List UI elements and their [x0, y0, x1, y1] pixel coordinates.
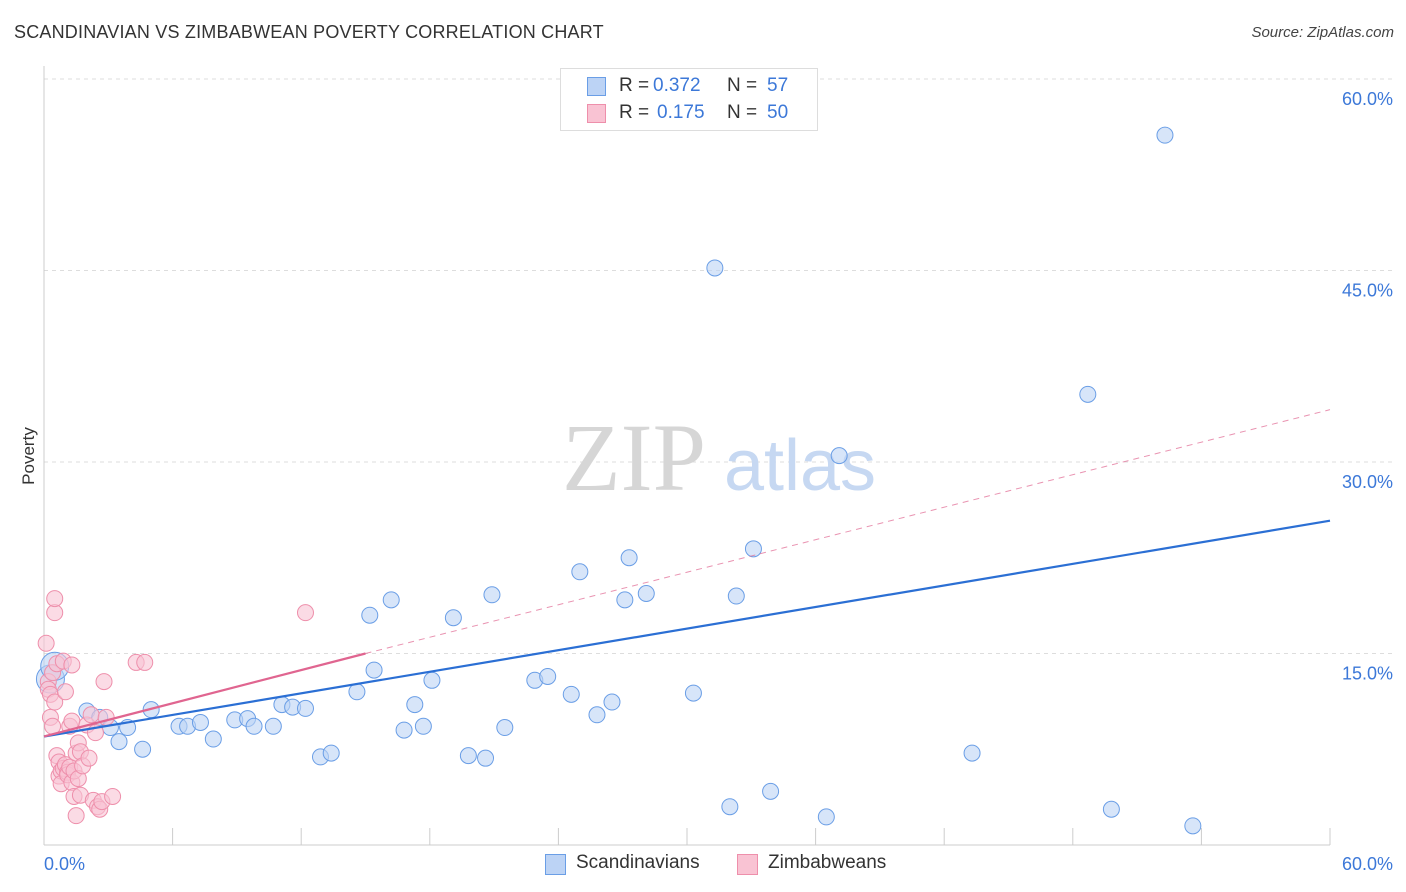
zimbabweans-point [63, 656, 81, 674]
scandinavians-point [496, 719, 514, 737]
zimbabweans-n-value: 50 [767, 102, 789, 123]
zimbabweans-point [46, 693, 64, 711]
scandinavians-point [817, 808, 835, 826]
zimbabweans-trend-extension [365, 409, 1331, 654]
scandinavians-point [706, 259, 724, 277]
scandinavians-point [562, 685, 580, 703]
scandinavians-point [134, 740, 152, 758]
zimbabweans-point [82, 706, 100, 724]
zimbabweans-point [296, 604, 314, 622]
scandinavians-point [245, 717, 263, 735]
scandinavians-point [406, 696, 424, 714]
watermark-atlas: atlas [724, 426, 876, 506]
n-label: N = [727, 102, 758, 123]
zimbabweans-point [136, 653, 154, 671]
r-label: R = [619, 75, 650, 96]
scandinavians-point [191, 713, 209, 731]
scandinavians-point [365, 661, 383, 679]
scandinavians-trend-line [43, 519, 1331, 738]
scandinavians-point [395, 721, 413, 739]
zimbabweans-point [56, 683, 74, 701]
scandinavians-point [571, 563, 589, 581]
scandinavians-point [684, 684, 702, 702]
zimbabweans-point [37, 634, 55, 652]
zimbabweans-swatch [587, 104, 606, 123]
zimbabweans-trend-line [43, 652, 366, 738]
zimbabweans-point [95, 673, 113, 691]
scandinavians-point [322, 744, 340, 762]
scandinavians-point [727, 587, 745, 605]
scandinavians-point [588, 706, 606, 724]
x-tick-label: 60.0% [1342, 854, 1393, 874]
scandinavians-point [620, 549, 638, 567]
axes [43, 66, 1331, 846]
trend-lines [43, 409, 1331, 738]
scandinavians-point [1156, 126, 1174, 144]
watermark-zip: ZIP [562, 404, 706, 511]
scandinavians-point [296, 699, 314, 717]
zimbabweans-legend-label: Zimbabweans [768, 852, 887, 873]
x-tick-label: 0.0% [44, 854, 85, 874]
chart-title: SCANDINAVIAN VS ZIMBABWEAN POVERTY CORRE… [14, 22, 604, 42]
scandinavians-point [539, 667, 557, 685]
scandinavians-point [110, 733, 128, 751]
source-label: Source: ZipAtlas.com [1251, 24, 1394, 41]
scandinavians-point [361, 606, 379, 624]
scandinavians-point [204, 730, 222, 748]
r-label: R = [619, 102, 650, 123]
y-tick-label: 15.0% [1342, 664, 1393, 684]
watermark: ZIP atlas [562, 404, 876, 511]
scandinavians-point [444, 609, 462, 627]
y-tick-label: 45.0% [1342, 281, 1393, 301]
scandinavians-point [603, 693, 621, 711]
scandinavians-r-value: 0.372 [653, 75, 701, 96]
scandinavians-point [477, 749, 495, 767]
grid-lines [44, 78, 1395, 654]
correlation-legend: R = 0.372 N = 57 R = 0.175 N = 50 [560, 68, 818, 131]
scandinavians-point [382, 591, 400, 609]
zimbabweans-point [67, 807, 85, 825]
scandinavians-point [459, 747, 477, 765]
scandinavians-point [348, 683, 366, 701]
scandinavians-point [637, 584, 655, 602]
scandinavians-point [830, 447, 848, 465]
zimbabweans-point [104, 787, 122, 805]
data-points [35, 126, 1202, 835]
scandinavians-point [963, 744, 981, 762]
zimbabweans-legend-swatch [737, 854, 758, 875]
scandinavians-point [423, 671, 441, 689]
scandinavians-swatch [587, 77, 606, 96]
scandinavians-point [1079, 385, 1097, 403]
scandinavians-point [762, 782, 780, 800]
zimbabweans-point [80, 749, 98, 767]
scandinavians-n-value: 57 [767, 75, 789, 96]
scandinavians-point [264, 717, 282, 735]
y-tick-label: 60.0% [1342, 89, 1393, 109]
scandinavians-point [744, 540, 762, 558]
scandinavians-point [1102, 800, 1120, 818]
y-axis-label: Poverty [19, 427, 38, 485]
y-tick-label: 30.0% [1342, 472, 1393, 492]
scandinavians-point [414, 717, 432, 735]
scandinavians-point [721, 798, 739, 816]
scandinavians-legend-label: Scandinavians [576, 852, 700, 873]
scandinavians-point [1184, 817, 1202, 835]
scandinavians-point [483, 586, 501, 604]
tick-labels: 15.0% 30.0% 45.0% 60.0% 0.0% 60.0% [44, 89, 1393, 874]
scandinavians-legend-swatch [545, 854, 566, 875]
zimbabweans-point [46, 590, 64, 608]
zimbabweans-r-value: 0.175 [657, 102, 705, 123]
n-label: N = [727, 75, 758, 96]
scandinavians-point [616, 591, 634, 609]
